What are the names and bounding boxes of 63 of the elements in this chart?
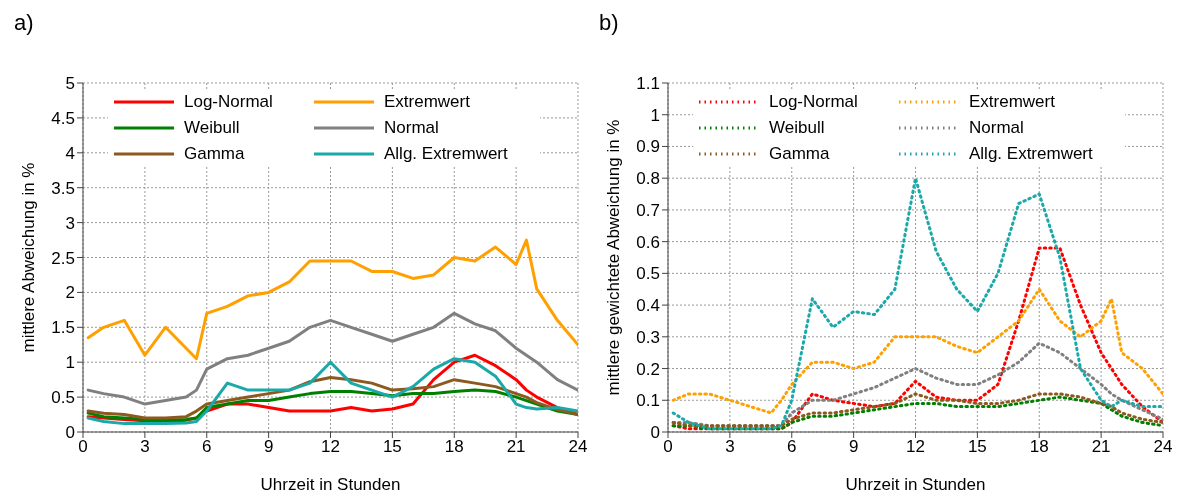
legend-label: Extremwert [969,92,1055,112]
legend-label: Gamma [184,144,245,164]
y-tick-label: 0.5 [636,264,660,284]
x-tick-label: 12 [321,437,340,457]
x-axis-title: Uhrzeit in Stunden [260,475,401,494]
x-tick-label: 15 [382,437,402,457]
chart-title: a) [14,10,34,36]
legend-label: Log-Normal [184,92,273,112]
legend-label: Normal [384,118,439,138]
y-tick-label: 1.1 [636,74,660,94]
line-series [671,287,1163,415]
legend-label: Allg. Extremwert [384,144,508,164]
x-tick-label: 18 [1029,437,1049,457]
x-tick-label: 18 [444,437,464,457]
legend-label: Extremwert [384,92,470,112]
x-tick-label: 21 [1091,437,1111,457]
x-tick-label: 9 [263,437,274,457]
y-tick-label: 0.2 [636,359,660,379]
x-tick-label: 0 [663,437,673,457]
x-tick-label: 24 [1153,437,1173,457]
y-axis-title: mittlere Abweichung in % [19,162,39,353]
y-tick-label: 0.6 [636,232,660,252]
x-tick-label: 0 [78,437,88,457]
legend-label: Weibull [769,118,825,138]
chart-title: b) [599,10,619,36]
line-series [86,238,578,361]
y-tick-label: 0.3 [636,327,660,347]
y-tick-label: 3 [65,213,75,233]
line-series [86,311,578,406]
legend-label: Allg. Extremwert [969,144,1093,164]
y-tick-label: 1.5 [51,318,75,338]
y-tick-label: 0.4 [636,296,660,316]
x-tick-label: 21 [506,437,526,457]
y-tick-label: 2 [65,283,75,303]
y-tick-label: 0.5 [51,388,75,408]
x-tick-label: 24 [568,437,588,457]
x-tick-label: 12 [906,437,925,457]
y-tick-label: 1 [65,353,75,373]
x-tick-label: 6 [787,437,797,457]
legend-label: Log-Normal [769,92,858,112]
y-tick-label: 0.1 [636,391,660,411]
x-tick-label: 3 [140,437,150,457]
legend-label: Normal [969,118,1024,138]
y-tick-label: 1 [650,105,660,125]
line-series [671,176,1163,431]
x-tick-label: 3 [725,437,735,457]
y-tick-label: 4 [65,143,75,163]
x-tick-label: 6 [202,437,212,457]
y-tick-label: 2.5 [51,248,75,268]
y-tick-label: 0 [650,423,660,443]
legend-label: Gamma [769,144,830,164]
legend-label: Weibull [184,118,240,138]
y-tick-label: 5 [65,74,75,94]
y-tick-label: 0.9 [636,137,660,157]
y-tick-label: 0.7 [636,200,660,220]
y-tick-label: 4.5 [51,108,75,128]
x-tick-label: 9 [848,437,859,457]
y-tick-label: 0.8 [636,169,660,189]
y-axis-title: mittlere gewichtete Abweichung in % [604,119,624,396]
x-tick-label: 15 [967,437,987,457]
y-tick-label: 3.5 [51,178,75,198]
x-axis-title: Uhrzeit in Stunden [845,475,986,494]
y-tick-label: 0 [65,423,75,443]
